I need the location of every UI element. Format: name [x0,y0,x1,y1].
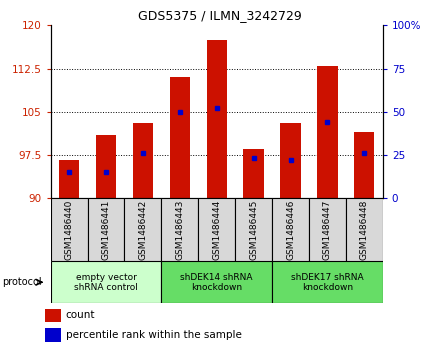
Text: GSM1486440: GSM1486440 [65,199,73,260]
Text: GSM1486447: GSM1486447 [323,199,332,260]
Bar [280,123,301,198]
Bar [133,123,153,198]
Text: protocol: protocol [2,277,42,287]
Text: GSM1486445: GSM1486445 [249,199,258,260]
Text: GSM1486444: GSM1486444 [212,200,221,260]
Bar [206,40,227,198]
Text: GDS5375 / ILMN_3242729: GDS5375 / ILMN_3242729 [138,9,302,22]
Bar [88,198,125,261]
Bar [235,198,272,261]
Bar [45,329,61,342]
Bar [309,198,346,261]
Text: percentile rank within the sample: percentile rank within the sample [66,330,242,340]
Bar [243,149,264,198]
Bar [198,198,235,261]
Bar [45,309,61,322]
Bar [51,198,88,261]
Text: GSM1486443: GSM1486443 [175,199,184,260]
Bar [272,261,383,303]
Bar [161,261,272,303]
Text: empty vector
shRNA control: empty vector shRNA control [74,273,138,292]
Bar [96,135,116,198]
Text: shDEK14 shRNA
knockdown: shDEK14 shRNA knockdown [180,273,253,292]
Text: GSM1486446: GSM1486446 [286,199,295,260]
Text: GSM1486442: GSM1486442 [138,200,147,260]
Bar [51,261,161,303]
Bar [170,77,190,198]
Bar [354,132,374,198]
Bar [125,198,161,261]
Text: count: count [66,310,95,320]
Bar [272,198,309,261]
Bar [161,198,198,261]
Text: GSM1486441: GSM1486441 [102,199,110,260]
Bar [346,198,383,261]
Text: GSM1486448: GSM1486448 [360,199,369,260]
Bar [317,66,337,198]
Bar [59,160,79,198]
Text: shDEK17 shRNA
knockdown: shDEK17 shRNA knockdown [291,273,364,292]
